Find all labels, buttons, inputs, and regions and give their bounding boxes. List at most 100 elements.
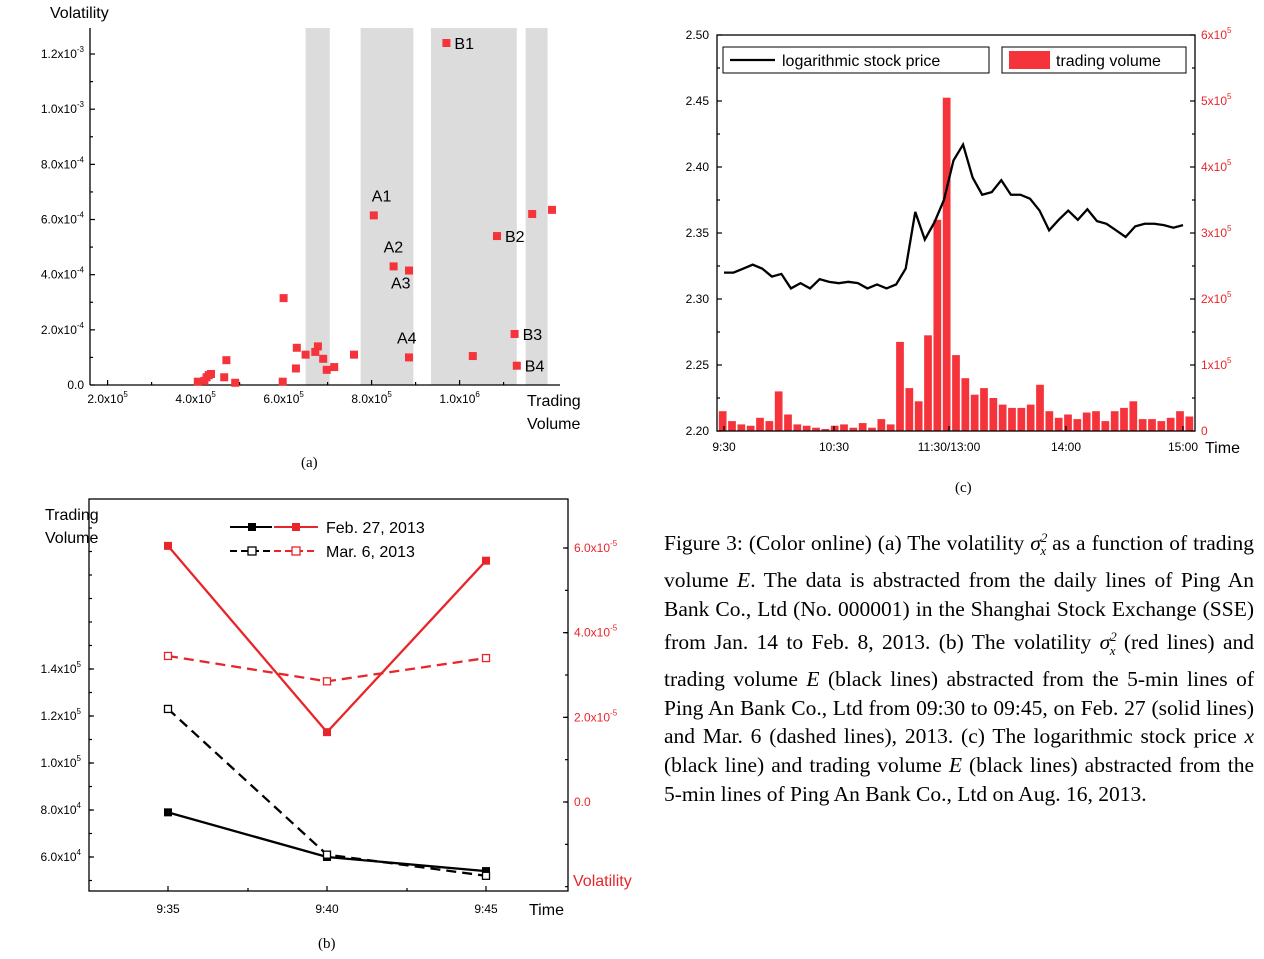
a-data-point <box>528 210 537 218</box>
caption-sub-a: x <box>1040 543 1047 559</box>
c-volume-bar <box>877 419 886 431</box>
c-y-right-tick-label: 0 <box>1201 424 1208 438</box>
c-volume-bar <box>718 411 727 431</box>
a-y-tick-label: 2.0x10-4 <box>41 321 85 337</box>
b-series-marker <box>163 651 173 661</box>
panel-b: 9:35 9:40 9:45 6.0x104 8.0x104 1.0x105 1.2x105… <box>41 498 632 952</box>
a-y-tick-label: 1.2x10-3 <box>41 45 85 61</box>
c-volume-bar <box>970 394 979 431</box>
b-series-marker <box>164 808 172 817</box>
c-volume-bar <box>830 425 839 431</box>
caption-part-3: (red lines) and trading volume <box>664 630 1255 692</box>
caption-sigma-symbol: σ2x <box>1030 530 1047 559</box>
c-volume-bar <box>812 427 820 431</box>
a-x-tick-label: 8.0x105 <box>351 390 392 406</box>
b-legend-mar-label: Mar. 6, 2013 <box>326 544 415 561</box>
a-data-point <box>291 364 300 373</box>
c-volume-bar <box>1110 411 1119 431</box>
b-y-axis-label-line2: Volume <box>45 530 98 547</box>
c-y-right-tick-label: 1x105 <box>1201 356 1232 372</box>
b-y-left-tick-label: 1.2x105 <box>41 707 82 723</box>
a-data-point <box>330 363 339 372</box>
b-plot-frame <box>88 498 569 892</box>
c-volume-bar <box>1138 419 1147 431</box>
a-x-tick-label: 1.0x106 <box>439 390 480 406</box>
c-volume-bar <box>924 335 932 431</box>
b-series-line <box>167 811 487 873</box>
c-volume-bar <box>1064 414 1072 431</box>
a-data-point <box>512 361 521 370</box>
c-volume-bar <box>1036 384 1044 431</box>
a-shaded-band <box>431 28 517 385</box>
a-data-point <box>278 377 287 386</box>
a-data-point <box>468 352 477 361</box>
caption-part-5: (black line) and trading volume <box>664 753 949 778</box>
caption-sigma-b: σ <box>1099 630 1111 655</box>
a-point-label: A1 <box>372 188 392 205</box>
c-y-left-tick-label: 2.40 <box>686 160 710 174</box>
c-volume-bar <box>1176 411 1184 431</box>
c-volume-bar <box>746 425 755 431</box>
a-point-label: A2 <box>384 239 404 256</box>
c-volume-bar <box>933 219 942 431</box>
a-data-point <box>292 343 301 352</box>
c-volume-bar <box>1157 421 1166 431</box>
a-data-point <box>548 205 556 214</box>
a-point-label: B3 <box>523 327 543 344</box>
a-data-point <box>405 353 413 362</box>
b-right-axis-label: Volatility <box>573 873 632 890</box>
a-data-point <box>279 294 288 303</box>
c-volume-bar <box>1073 419 1082 431</box>
a-y-tick-label: 4.0x10-4 <box>41 266 85 282</box>
a-data-point <box>313 342 322 351</box>
caption-E-2: E <box>806 667 820 692</box>
c-volume-bar <box>728 421 736 431</box>
c-y-right-tick-label: 5x105 <box>1201 92 1232 108</box>
a-x-axis-label-line1: Trading <box>527 393 581 410</box>
b-legend-mar-black-marker <box>247 546 257 556</box>
c-x-tick-label: 9:30 <box>712 440 736 454</box>
a-data-point <box>222 356 231 365</box>
a-point-label: A4 <box>397 330 417 347</box>
caption-sub-b: x <box>1109 642 1116 658</box>
c-y-left-tick-label: 2.45 <box>686 94 710 108</box>
c-volume-bar <box>942 97 951 431</box>
b-series-marker <box>164 541 172 550</box>
c-volume-bar <box>793 424 802 431</box>
caption-part-2: . The data is abstracted from the daily … <box>664 568 1254 655</box>
b-legend-mar-red-marker <box>291 546 301 556</box>
a-data-point <box>350 350 358 359</box>
c-volume-bar <box>980 388 988 431</box>
c-volume-bar <box>1120 407 1128 431</box>
c-y-right-tick-label: 4x105 <box>1201 158 1232 174</box>
c-y-left-tick-label: 2.30 <box>686 292 710 306</box>
c-y-right-tick-label: 2x105 <box>1201 290 1232 306</box>
caption-sigma-a: σ <box>1030 531 1041 556</box>
b-y-left-tick-label: 1.4x105 <box>41 660 82 676</box>
c-volume-bar <box>1148 419 1156 431</box>
b-y-right-tick-label: 4.0x10-5 <box>574 624 618 640</box>
c-volume-bar <box>905 388 914 431</box>
c-volume-bar <box>914 401 923 431</box>
c-volume-bar <box>784 414 792 431</box>
a-data-point <box>389 262 398 271</box>
b-y-right-tick-label: 2.0x10-5 <box>574 708 618 724</box>
panel-b-label: (b) <box>318 936 336 952</box>
a-data-point <box>493 232 501 241</box>
a-y-axis-label: Volatility <box>50 5 109 22</box>
a-y-tick-label: 6.0x10-4 <box>41 211 85 227</box>
b-y-left-tick-label: 6.0x104 <box>41 848 82 864</box>
c-y-right-tick-label: 3x105 <box>1201 224 1232 240</box>
a-y-tick-label: 0.0 <box>67 378 84 392</box>
c-volume-bar <box>868 427 876 431</box>
a-data-point <box>322 365 331 374</box>
c-volume-bar <box>1082 412 1091 431</box>
b-series-marker <box>482 556 490 565</box>
a-shaded-band <box>525 28 548 385</box>
c-volume-bar <box>756 417 764 431</box>
c-volume-bar <box>961 378 970 431</box>
c-price-line <box>724 141 1184 290</box>
c-volume-bar <box>1101 421 1110 431</box>
b-series-marker <box>322 677 332 686</box>
